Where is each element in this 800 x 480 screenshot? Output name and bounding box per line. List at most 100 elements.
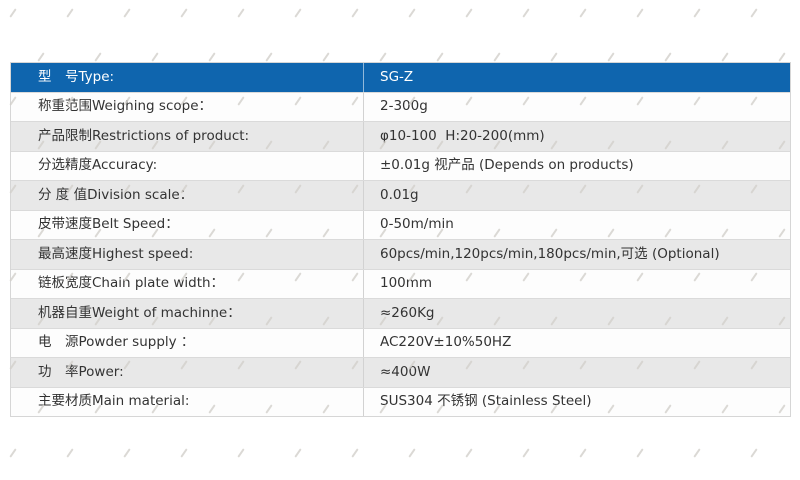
watermark-slash-mark — [379, 52, 387, 62]
spec-value-cell: φ10-100 H:20-200(mm) — [363, 122, 790, 151]
watermark-slash-mark — [693, 448, 701, 458]
table-row: 链板宽度Chain plate width： 100mm — [11, 268, 790, 299]
spec-value-cell: ≈400W — [363, 358, 790, 387]
spec-label-text: 功 率Power: — [38, 363, 124, 380]
watermark-slash-mark — [123, 8, 131, 18]
table-row: 功 率Power: ≈400W — [11, 357, 790, 387]
watermark-slash-mark — [636, 448, 644, 458]
watermark-slash-mark — [66, 8, 74, 18]
spec-label-cell: 功 率Power: — [11, 358, 363, 387]
spec-label-cell: 电 源Powder supply ： — [11, 329, 363, 358]
watermark-slash-mark — [579, 448, 587, 458]
watermark-slash-mark — [465, 448, 473, 458]
watermark-slash-mark — [522, 448, 530, 458]
spec-value-text: 0.01g — [380, 186, 419, 203]
watermark-slash-mark — [237, 8, 245, 18]
table-row: 电 源Powder supply ： AC220V±10%50HZ — [11, 327, 790, 358]
table-row: 分选精度Accuracy: ±0.01g 视产品 (Depends on prod… — [11, 150, 790, 181]
table-row: 产品限制Restrictions of product: φ10-100 H:20… — [11, 121, 790, 151]
spec-value-text: 100mm — [380, 275, 433, 291]
watermark-slash-mark — [721, 52, 729, 62]
watermark-slash-mark — [750, 8, 758, 18]
watermark-slash-mark — [180, 448, 188, 458]
watermark-slash-mark — [693, 8, 701, 18]
watermark-slash-mark — [436, 52, 444, 62]
spec-label-cell: 称重范围Weighing scope： — [11, 93, 363, 122]
spec-value-cell: 100mm — [363, 269, 790, 298]
watermark-slash-mark — [180, 8, 188, 18]
spec-value-cell: 0.01g — [363, 181, 790, 210]
table-row: 皮带速度Belt Speed： 0-50m/min — [11, 209, 790, 240]
spec-label-text: 分 度 值Division scale： — [38, 186, 194, 203]
spec-value-cell: AC220V±10%50HZ — [363, 328, 790, 357]
spec-value-cell: SUS304 不锈钢 (Stainless Steel) — [363, 387, 790, 416]
spec-value-text: ≈400W — [380, 363, 431, 380]
spec-label-text: 电 源Powder supply ： — [38, 334, 195, 350]
spec-value-text: 60pcs/min,120pcs/min,180pcs/min,可选 (Opti… — [380, 245, 720, 262]
spec-label-cell: 链板宽度Chain plate width： — [11, 270, 363, 299]
spec-label-text: 产品限制Restrictions of product: — [38, 127, 250, 144]
spec-label-cell: 分 度 值Division scale： — [11, 181, 363, 210]
spec-value-text: AC220V±10%50HZ — [380, 334, 512, 350]
watermark-slash-mark — [778, 52, 786, 62]
table-row: 机器自重Weight of machinne： ≈260Kg — [11, 298, 790, 328]
watermark-slash-mark — [94, 52, 102, 62]
watermark-slash-mark — [408, 448, 416, 458]
spec-value-text: 0-50m/min — [380, 216, 454, 232]
spec-label-cell: 分选精度Accuracy: — [11, 152, 363, 181]
watermark-slash-mark — [123, 448, 131, 458]
watermark-slash-mark — [351, 448, 359, 458]
watermark-slash-mark — [750, 448, 758, 458]
watermark-slash-mark — [294, 448, 302, 458]
watermark-slash-mark — [636, 8, 644, 18]
watermark-slash-mark — [493, 52, 501, 62]
watermark-slash-mark — [265, 52, 273, 62]
watermark-slash-mark — [208, 52, 216, 62]
spec-label-text: 机器自重Weight of machinne： — [38, 304, 241, 321]
spec-header-value-text: SG-Z — [380, 68, 414, 85]
spec-header-label-cell: 型 号Type: — [11, 63, 363, 92]
spec-header-label-text: 型 号Type: — [38, 68, 115, 85]
spec-value-cell: ±0.01g 视产品 (Depends on products) — [363, 151, 790, 180]
watermark-slash-mark — [351, 8, 359, 18]
table-row: 称重范围Weighing scope： 2-300g — [11, 91, 790, 122]
watermark-slash-mark — [607, 52, 615, 62]
watermark-slash-mark — [9, 448, 17, 458]
watermark-slash-mark — [294, 8, 302, 18]
watermark-slash-mark — [151, 52, 159, 62]
spec-value-cell: 60pcs/min,120pcs/min,180pcs/min,可选 (Opti… — [363, 240, 790, 269]
spec-header-value-cell: SG-Z — [363, 63, 790, 92]
spec-table-header-row: 型 号Type: SG-Z — [11, 63, 790, 92]
table-row: 主要材质Main material: SUS304 不锈钢 (Stainless … — [11, 386, 790, 417]
table-row: 分 度 值Division scale： 0.01g — [11, 180, 790, 210]
spec-value-cell: 0-50m/min — [363, 210, 790, 239]
spec-label-text: 主要材质Main material: — [38, 393, 190, 409]
spec-value-text: ≈260Kg — [380, 304, 435, 321]
spec-label-cell: 最高速度Highest speed: — [11, 240, 363, 269]
spec-label-cell: 机器自重Weight of machinne： — [11, 299, 363, 328]
spec-label-cell: 产品限制Restrictions of product: — [11, 122, 363, 151]
spec-label-text: 皮带速度Belt Speed： — [38, 216, 179, 232]
watermark-slash-mark — [579, 8, 587, 18]
spec-value-text: ±0.01g 视产品 (Depends on products) — [380, 157, 634, 173]
spec-value-cell: 2-300g — [363, 92, 790, 121]
spec-label-cell: 皮带速度Belt Speed： — [11, 211, 363, 240]
spec-label-text: 链板宽度Chain plate width： — [38, 275, 225, 291]
spec-label-text: 称重范围Weighing scope： — [38, 98, 212, 114]
spec-table: 型 号Type: SG-Z 称重范围Weighing scope： 2-300g 产… — [10, 62, 791, 417]
spec-label-text: 最高速度Highest speed: — [38, 245, 194, 262]
table-row: 最高速度Highest speed: 60pcs/min,120pcs/min,1… — [11, 239, 790, 269]
spec-value-text: SUS304 不锈钢 (Stainless Steel) — [380, 393, 592, 409]
watermark-slash-mark — [550, 52, 558, 62]
watermark-slash-mark — [9, 8, 17, 18]
spec-value-text: 2-300g — [380, 98, 428, 114]
spec-label-cell: 主要材质Main material: — [11, 388, 363, 417]
watermark-slash-mark — [37, 52, 45, 62]
watermark-slash-mark — [465, 8, 473, 18]
spec-value-text: φ10-100 H:20-200(mm) — [380, 127, 545, 144]
watermark-slash-mark — [66, 448, 74, 458]
watermark-slash-mark — [237, 448, 245, 458]
spec-label-text: 分选精度Accuracy: — [38, 157, 158, 173]
watermark-slash-mark — [322, 52, 330, 62]
watermark-slash-mark — [664, 52, 672, 62]
